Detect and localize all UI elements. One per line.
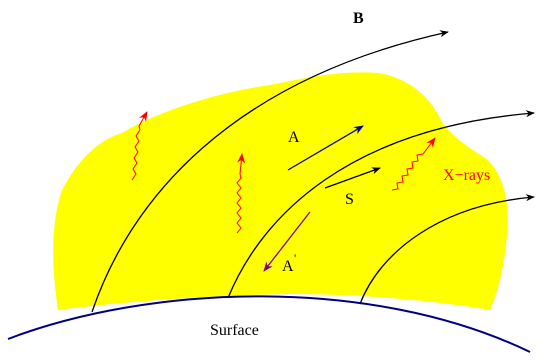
region-s-label: S: [345, 191, 354, 208]
xrays-label: X−rays: [443, 167, 490, 184]
surface-label: Surface: [210, 322, 259, 339]
region-a-label: A: [288, 129, 300, 146]
emission-region: [53, 72, 508, 310]
field-label: B: [353, 10, 364, 27]
prime-mark: ': [294, 251, 296, 265]
region-a-prime-label: A: [282, 258, 294, 275]
